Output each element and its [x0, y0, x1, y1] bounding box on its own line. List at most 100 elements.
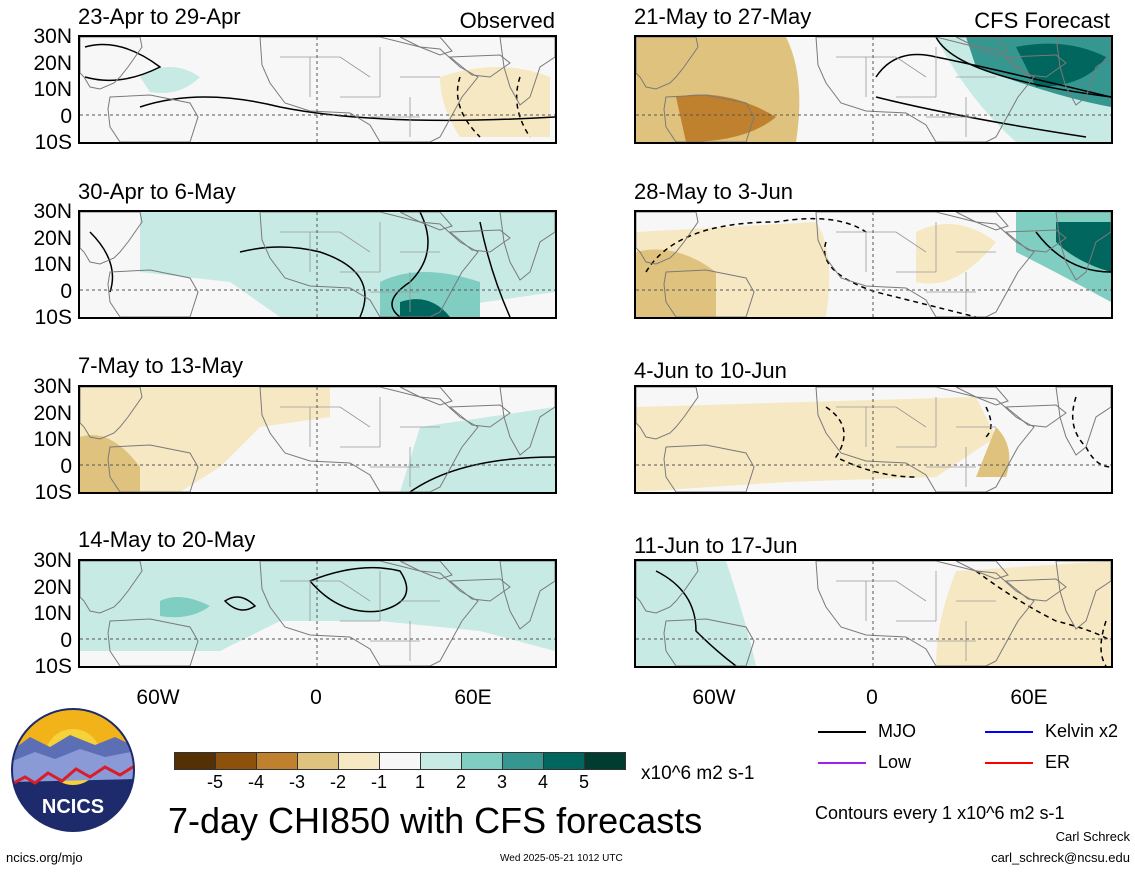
map-panel — [634, 559, 1113, 668]
coastline — [1055, 561, 1111, 630]
coastline — [1055, 387, 1111, 456]
colorbar-tick-label: -2 — [329, 772, 346, 792]
anomaly-shading — [80, 435, 140, 492]
legend-line-er — [985, 762, 1033, 764]
y-tick-label: 30N — [33, 25, 72, 48]
border-line — [836, 222, 996, 312]
mjo-contour — [456, 76, 481, 138]
border-line — [280, 397, 440, 487]
mjo-contour — [89, 231, 114, 293]
colorbar-tick-label: -4 — [247, 772, 264, 792]
panel-title: 7-May to 13-May — [78, 353, 244, 378]
colorbar-swatch — [215, 752, 257, 770]
coastline — [663, 94, 755, 142]
mjo-contour — [645, 217, 867, 273]
x-tick-label: 60E — [1010, 686, 1048, 709]
coastline — [80, 561, 143, 614]
colorbar-tick-label: 5 — [578, 772, 589, 792]
y-tick-label: 0 — [60, 628, 72, 652]
y-tick-label: 10S — [34, 655, 72, 678]
observed-label: Observed — [459, 8, 555, 33]
coastline — [1004, 229, 1067, 253]
colorbar-tick-label: -3 — [288, 772, 305, 792]
map-panel — [78, 559, 557, 668]
coastline — [1055, 212, 1111, 281]
contour-note: Contours every 1 x10^6 m2 s-1 — [815, 803, 1065, 823]
colorbar-swatch — [502, 752, 544, 770]
anomaly-shading — [80, 387, 330, 492]
coastline — [1004, 404, 1067, 428]
coastline — [259, 212, 479, 317]
y-tick-label: 10S — [34, 131, 72, 154]
legend-label: Kelvin x2 — [1045, 721, 1119, 741]
coastline — [448, 229, 511, 253]
colorbar-swatch — [379, 752, 421, 770]
mjo-contour — [985, 406, 992, 438]
mjo-contour — [655, 570, 737, 666]
coastline — [399, 561, 453, 580]
mjo-contour — [875, 53, 1111, 98]
map-panel — [634, 35, 1113, 144]
panel-title: 23-Apr to 29-Apr — [78, 4, 241, 29]
coastline — [1055, 37, 1111, 106]
coastline — [815, 212, 1035, 317]
coastline — [80, 387, 143, 440]
panel-title: 28-May to 3-Jun — [634, 179, 793, 204]
y-tick-label: 10N — [33, 78, 72, 101]
y-tick-label: 20N — [33, 226, 72, 250]
colorbar-tick-label: 1 — [414, 772, 425, 792]
coastline — [399, 37, 453, 56]
colorbar-tick-label: 3 — [496, 772, 507, 792]
coastline — [636, 37, 699, 90]
footer-author: Carl Schreck — [1055, 829, 1130, 844]
anomaly-shading — [440, 67, 550, 137]
y-tick-label: 30N — [33, 375, 72, 398]
coastline — [107, 94, 199, 142]
footer-email[interactable]: carl_schreck@ncsu.edu — [991, 850, 1130, 865]
colorbar-swatch — [584, 752, 626, 770]
colorbar-tick-label: -5 — [206, 772, 223, 792]
anomaly-shading — [636, 561, 756, 666]
coastline — [107, 269, 199, 317]
y-tick-label: 30N — [33, 200, 72, 223]
mjo-contour — [935, 37, 1111, 98]
anomaly-shading — [676, 94, 776, 142]
colorbar-swatch — [297, 752, 339, 770]
legend-line-mjo — [818, 731, 866, 733]
panel-title: 11-Jun to 17-Jun — [634, 533, 798, 558]
colorbar-swatch — [174, 752, 216, 770]
y-tick-label: 10S — [34, 481, 72, 504]
coastline — [663, 618, 755, 666]
legend-label: MJO — [878, 721, 916, 741]
mjo-contour — [479, 221, 511, 317]
coastline — [107, 618, 199, 666]
border-line — [280, 47, 440, 137]
map-panel — [78, 35, 557, 144]
map-panel — [634, 210, 1113, 319]
footer-url[interactable]: ncics.org/mjo — [6, 850, 83, 865]
anomaly-shading — [160, 597, 210, 618]
mjo-contour — [515, 76, 531, 138]
coastline — [663, 269, 755, 317]
map-panel — [634, 385, 1113, 494]
coastline — [448, 404, 511, 428]
anomaly-shading — [1056, 222, 1111, 272]
colorbar-swatch — [256, 752, 298, 770]
mjo-contour — [223, 596, 257, 611]
coastline — [259, 37, 479, 142]
colorbar-swatch — [543, 752, 585, 770]
mjo-contour — [84, 43, 162, 82]
colorbar-tick-label: 2 — [455, 772, 466, 792]
coastline — [815, 561, 1035, 666]
map-panel — [78, 210, 557, 319]
colorbar-tick-label: 4 — [537, 772, 548, 792]
coastline — [80, 212, 143, 265]
colorbar-swatch — [461, 752, 503, 770]
y-tick-label: 10N — [33, 253, 72, 276]
anomaly-shading — [140, 67, 200, 93]
border-line — [836, 397, 996, 487]
coastline — [499, 387, 555, 456]
coastline — [815, 387, 1035, 492]
ncics-logo: NCICS — [10, 707, 136, 833]
y-tick-label: 20N — [33, 575, 72, 599]
